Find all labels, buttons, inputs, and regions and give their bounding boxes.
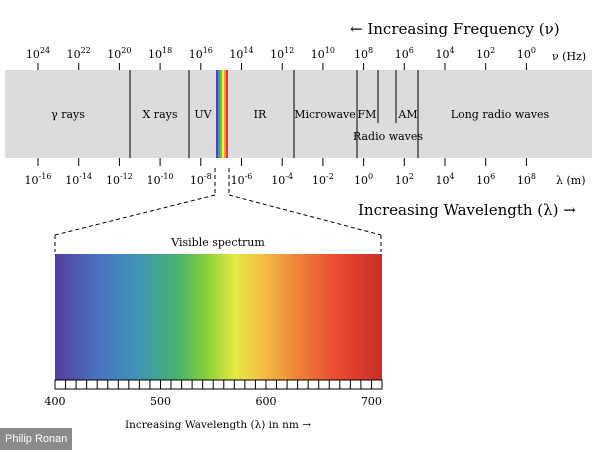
visible-strip [216,70,228,158]
photo-credit: Philip Ronan [0,428,73,450]
visible-tick-label: 700 [361,395,382,408]
frequency-tick-labels: 1024 1022 1020 1018 1016 1014 1012 1010 108 106 10… [26,46,536,70]
visible-spectrum-gradient [55,254,382,380]
band-fm: FM [358,108,377,121]
band-dividers [129,70,419,158]
band-long-radio: Long radio waves [451,108,550,121]
visible-axis-label: Increasing Wavelength (λ) in nm → [125,419,311,431]
frequency-tick-label: 1020 [107,46,131,61]
visible-spectrum-title: Visible spectrum [170,236,265,249]
band-xray: X rays [142,108,177,121]
wavelength-tick-label: 10-8 [190,172,212,187]
visible-ruler [54,379,383,390]
frequency-tick-label: 1016 [189,46,213,61]
frequency-tick-label: 108 [354,46,373,61]
wavelength-tick-label: 10-6 [231,172,253,187]
wavelength-tick-label: 106 [476,172,495,187]
wavelength-unit: λ (m) [556,174,585,187]
frequency-tick-label: 1024 [26,46,50,61]
band-ir: IR [254,108,267,121]
wavelength-tick-label: 100 [354,172,373,187]
frequency-tick-label: 102 [476,46,495,61]
band-radio: Radio waves [353,130,423,143]
frequency-tick-label: 104 [435,46,454,61]
visible-tick-label: 500 [150,395,171,408]
frequency-unit: ν (Hz) [552,50,586,63]
wavelength-tick-label: 102 [395,172,414,187]
wavelength-tick-label: 10-12 [106,172,133,187]
wavelength-tick-label: 10-16 [25,172,52,187]
visible-tick-label: 400 [45,395,66,408]
visible-tick-label: 600 [255,395,276,408]
spectrum-band [5,70,592,158]
band-uv: UV [194,108,212,121]
wavelength-title: Increasing Wavelength (λ) → [358,201,576,219]
wavelength-tick-label: 108 [517,172,536,187]
frequency-tick-label: 106 [395,46,414,61]
frequency-tick-label: 1014 [229,46,253,61]
wavelength-tick-label: 10-4 [271,172,293,187]
band-microwave: Microwave [294,108,356,121]
frequency-tick-label: 1022 [67,46,91,61]
frequency-tick-label: 1012 [270,46,294,61]
zoom-guides [54,168,382,252]
wavelength-tick-label: 10-2 [312,172,334,187]
frequency-tick-label: 100 [517,46,536,61]
band-gamma: γ rays [51,108,85,121]
frequency-tick-label: 1010 [311,46,335,61]
ruler-bar [54,379,383,390]
band-am: AM [397,108,417,121]
wavelength-tick-label: 10-14 [65,172,92,187]
wavelength-tick-label: 10-10 [147,172,174,187]
frequency-title: ← Increasing Frequency (ν) [350,20,560,38]
visible-tick-labels: 400 500 600 700 [45,395,382,408]
wavelength-tick-label: 104 [435,172,454,187]
frequency-tick-label: 1018 [148,46,172,61]
wavelength-tick-labels: 10-16 10-14 10-12 10-10 10-8 10-6 10-4 10-2 100 1… [25,158,536,187]
